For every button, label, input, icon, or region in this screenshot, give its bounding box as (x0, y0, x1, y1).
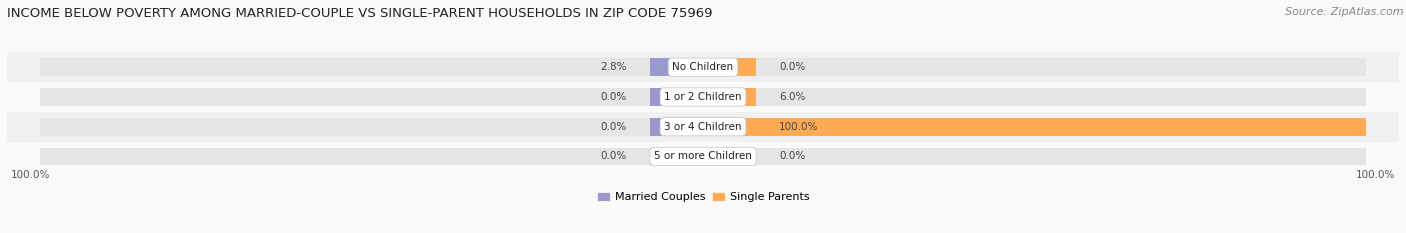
Bar (41, 147, 703, 165)
Text: 6.0%: 6.0% (779, 92, 806, 102)
Text: 0.0%: 0.0% (600, 92, 627, 102)
Bar (650, 118, 703, 136)
Text: INCOME BELOW POVERTY AMONG MARRIED-COUPLE VS SINGLE-PARENT HOUSEHOLDS IN ZIP COD: INCOME BELOW POVERTY AMONG MARRIED-COUPL… (7, 7, 713, 20)
Text: 100.0%: 100.0% (10, 170, 49, 180)
Text: 0.0%: 0.0% (600, 151, 627, 161)
Bar (703, 147, 756, 165)
Bar (650, 58, 703, 76)
Text: 0.0%: 0.0% (600, 122, 627, 132)
Bar (7, 112, 703, 142)
Text: 100.0%: 100.0% (779, 122, 818, 132)
Text: 1 or 2 Children: 1 or 2 Children (664, 92, 742, 102)
Text: 2.8%: 2.8% (600, 62, 627, 72)
Bar (703, 82, 1399, 112)
Bar (7, 52, 703, 82)
Bar (703, 118, 1365, 136)
Legend: Married Couples, Single Parents: Married Couples, Single Parents (592, 188, 814, 207)
Bar (703, 88, 756, 106)
Text: 100.0%: 100.0% (1357, 170, 1396, 180)
Bar (7, 142, 703, 171)
Bar (650, 88, 703, 106)
Bar (703, 118, 1365, 136)
Text: 0.0%: 0.0% (779, 151, 806, 161)
Bar (703, 58, 756, 76)
Bar (703, 142, 1399, 171)
Bar (41, 88, 703, 106)
Bar (7, 82, 703, 112)
Text: No Children: No Children (672, 62, 734, 72)
Bar (703, 88, 1365, 106)
Text: 5 or more Children: 5 or more Children (654, 151, 752, 161)
Bar (703, 147, 1365, 165)
Text: 3 or 4 Children: 3 or 4 Children (664, 122, 742, 132)
Bar (41, 118, 703, 136)
Bar (650, 147, 703, 165)
Text: 0.0%: 0.0% (779, 62, 806, 72)
Text: Source: ZipAtlas.com: Source: ZipAtlas.com (1285, 7, 1403, 17)
Bar (703, 58, 1365, 76)
Bar (703, 112, 1399, 142)
Bar (703, 52, 1399, 82)
Bar (41, 58, 703, 76)
